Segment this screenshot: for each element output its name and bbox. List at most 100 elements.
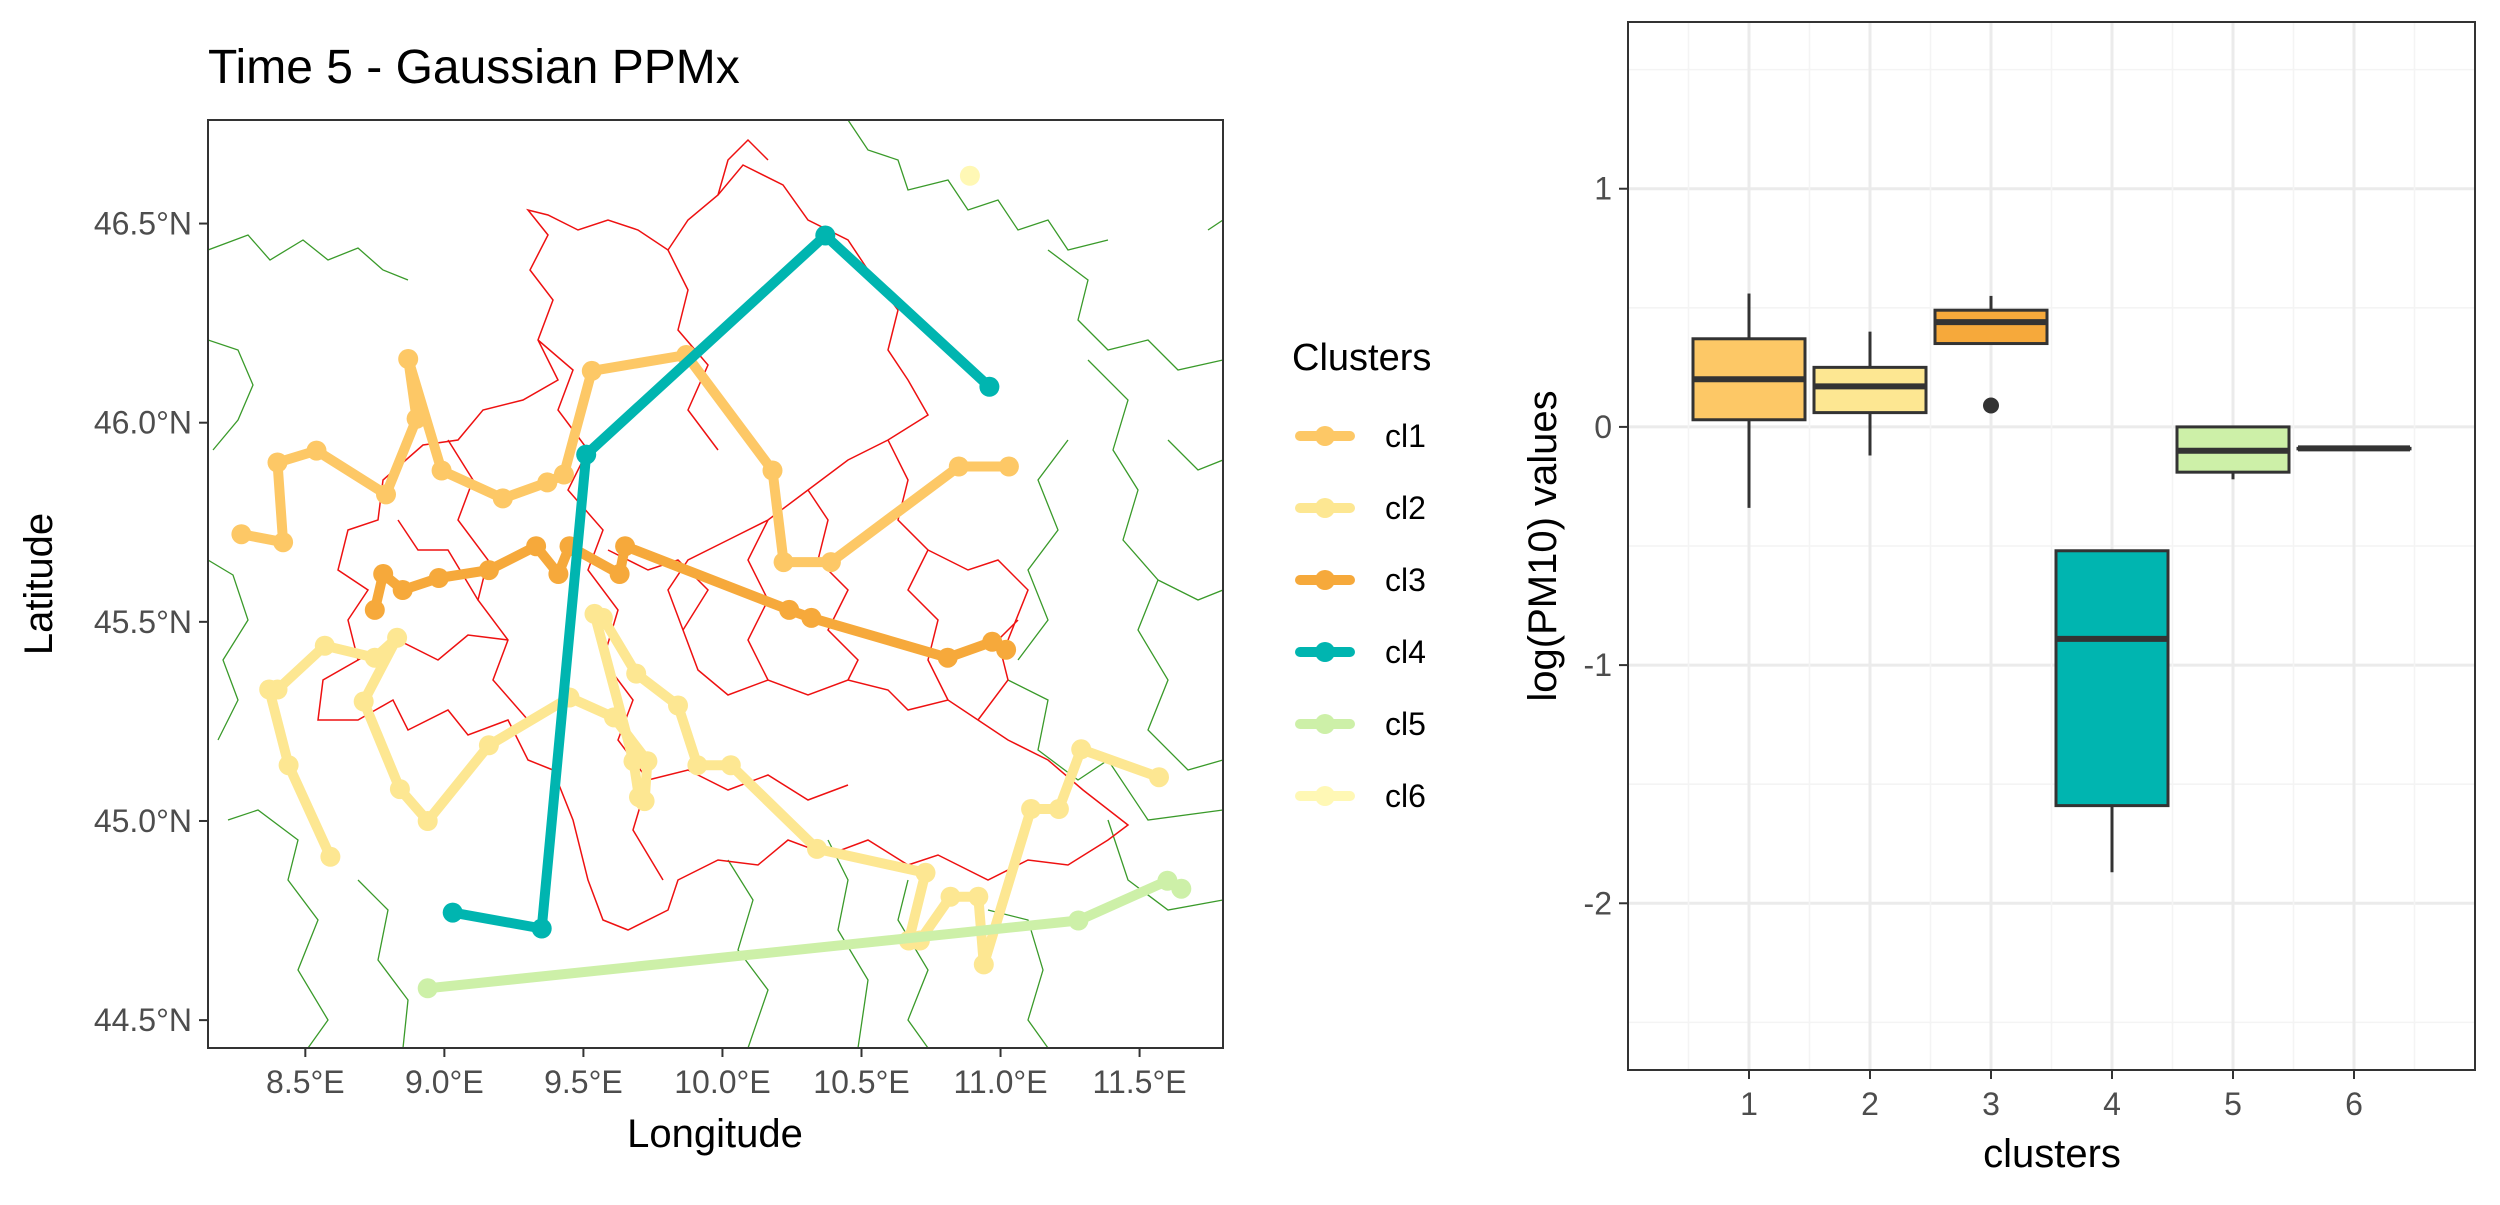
map-panel-border [207, 119, 1224, 1049]
point-cl1 [376, 484, 396, 505]
y-tick-label: 0 [1594, 409, 1612, 445]
point-cl2 [1021, 799, 1042, 819]
y-tick-label: 46.5°N [94, 206, 192, 242]
y-tick-label: 1 [1594, 171, 1612, 207]
legend-key-point [1315, 570, 1335, 590]
point-cl3 [801, 607, 822, 628]
point-cl3 [609, 564, 630, 584]
map-panel: Time 5 - Gaussian PPMx [17, 41, 1224, 1156]
point-cl1 [431, 460, 452, 481]
point-cl3 [615, 536, 636, 557]
box-cluster-1 [1691, 293, 1807, 508]
point-cl3 [526, 536, 547, 557]
box-y-axis-title: log(PM10) values [1521, 390, 1565, 701]
point-cl2 [417, 811, 438, 831]
box-iqr [2054, 549, 2170, 808]
box-x-axis-title: clusters [1983, 1132, 2121, 1176]
point-cl2 [637, 751, 658, 772]
series-cl5 [417, 870, 1192, 999]
point-cl1 [406, 408, 427, 429]
point-cl2 [267, 679, 288, 700]
x-tick-label: 3 [1982, 1086, 2000, 1122]
point-cl1 [820, 552, 841, 573]
point-cl1 [762, 460, 783, 481]
x-tick-label: 11.5°E [1093, 1064, 1187, 1100]
legend-label: cl2 [1385, 490, 1426, 526]
point-cl4 [531, 918, 552, 939]
point-cl3 [478, 560, 499, 581]
map-x-axis-title: Longitude [627, 1112, 803, 1156]
box-cluster-6 [2296, 445, 2412, 452]
legend-key-point [1315, 426, 1335, 446]
legend-items: cl1 cl2 cl3 cl4 cl5 cl6 [1295, 418, 1426, 814]
box-outlier [1983, 397, 1999, 414]
point-cl2 [720, 755, 741, 776]
point-cl2 [915, 862, 936, 883]
x-tick-label: 10.0°E [674, 1064, 770, 1100]
legend-title: Clusters [1292, 337, 1431, 379]
y-tick-label: -1 [1584, 647, 1612, 683]
legend-key-point [1315, 786, 1335, 806]
point-cl5 [417, 978, 438, 999]
y-tick-label: -2 [1584, 885, 1612, 921]
legend-key-point [1315, 642, 1335, 662]
point-cl1 [398, 349, 419, 369]
point-cl2 [387, 627, 408, 648]
point-cl2 [668, 695, 688, 716]
point-cl2 [629, 787, 649, 808]
point-cl1 [492, 488, 513, 509]
point-cl2 [314, 635, 335, 656]
legend-item-cl6: cl6 [1295, 778, 1426, 814]
x-tick-label: 5 [2224, 1086, 2242, 1122]
point-cl2 [353, 691, 374, 712]
point-cl3 [779, 599, 800, 620]
point-cl2 [687, 755, 708, 776]
legend-label: cl1 [1385, 418, 1426, 454]
point-cl5 [1068, 910, 1089, 931]
box-grid [1627, 22, 2476, 1070]
point-cl1 [948, 456, 969, 477]
point-cl2 [364, 647, 385, 668]
x-tick-label: 1 [1740, 1086, 1758, 1122]
legend-item-cl2: cl2 [1295, 490, 1426, 526]
x-tick-label: 9.0°E [405, 1064, 484, 1100]
map-y-ticks: 44.5°N 45.0°N 45.5°N 46.0°N 46.5°N [94, 206, 208, 1038]
box-marks [1691, 293, 2412, 873]
point-cl1 [273, 532, 294, 553]
series-line-cl2 [264, 608, 1164, 970]
point-cl3 [996, 639, 1017, 660]
point-cl1 [998, 456, 1019, 477]
point-cl2 [592, 607, 613, 628]
point-cl5 [1171, 878, 1192, 899]
point-cl2 [807, 838, 827, 859]
x-tick-label: 6 [2345, 1086, 2363, 1122]
map-title: Time 5 - Gaussian PPMx [208, 41, 740, 94]
box-panel-border [1627, 21, 2476, 1071]
point-cl1 [553, 464, 574, 485]
point-cl2 [1071, 739, 1092, 760]
x-tick-label: 9.5°E [544, 1064, 623, 1100]
point-cl2 [623, 751, 644, 772]
point-cl4 [442, 902, 463, 923]
point-cl3 [548, 564, 569, 584]
legend-key-point [1315, 714, 1335, 734]
box-iqr [1812, 365, 1928, 415]
box-x-ticks: 1 2 3 4 5 6 [1740, 1070, 2363, 1122]
point-cl2 [278, 755, 299, 776]
box-iqr [1933, 308, 2049, 346]
point-cl2 [1149, 767, 1169, 788]
box-cluster-3 [1933, 295, 2049, 414]
map-x-ticks: 8.5°E 9.0°E 9.5°E 10.0°E 10.5°E 11.0°E 11.5°E [266, 1048, 1187, 1100]
point-cl2 [478, 735, 499, 756]
point-cl2 [389, 779, 410, 800]
point-cl3 [937, 647, 958, 668]
map-series [231, 165, 1192, 999]
legend-key-point [1315, 498, 1335, 518]
point-cl3 [364, 599, 385, 620]
point-cl4 [576, 444, 597, 465]
point-cl2 [626, 663, 647, 684]
point-cl3 [428, 568, 449, 588]
point-cl3 [373, 564, 394, 584]
